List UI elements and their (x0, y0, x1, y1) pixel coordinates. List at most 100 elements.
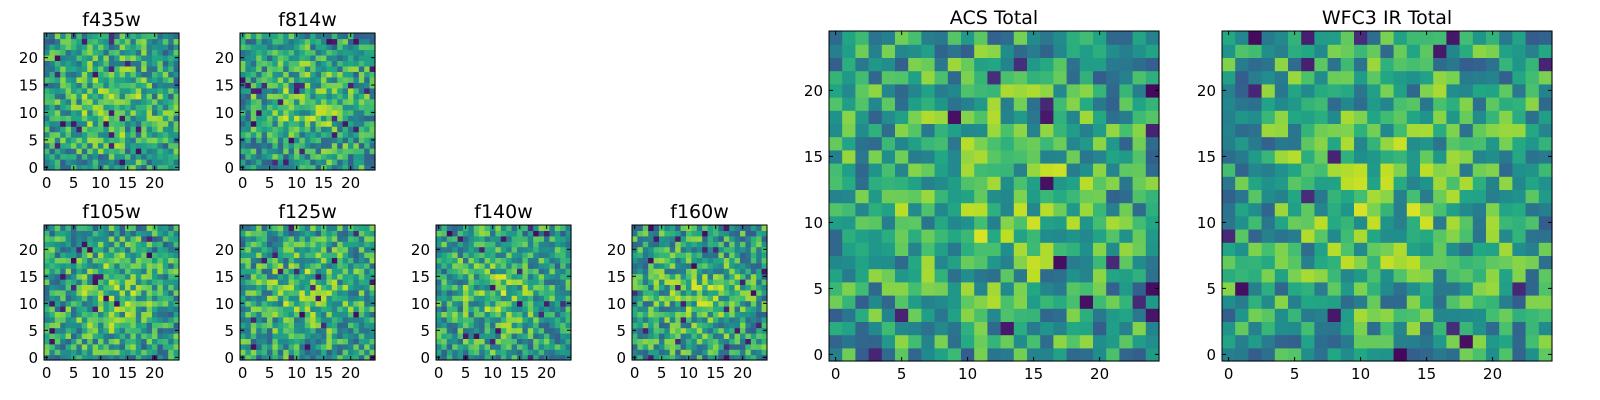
heatmap-cell (637, 349, 644, 356)
heatmap-cell (71, 338, 77, 345)
heatmap-cell (1027, 347, 1041, 362)
heatmap-cell (65, 65, 72, 72)
heatmap-cell (648, 300, 655, 307)
heatmap-cell (1119, 229, 1134, 243)
heatmap-cell (632, 311, 638, 318)
heatmap-cell (479, 316, 486, 323)
heatmap-cell (680, 306, 687, 312)
heatmap-cell (125, 300, 131, 307)
heatmap-cell (125, 241, 131, 248)
heatmap-cell (490, 262, 496, 269)
heatmap-cell (653, 235, 660, 242)
heatmap-cell (152, 343, 158, 350)
heatmap-cell (272, 148, 279, 155)
heatmap-cell (283, 148, 290, 155)
heatmap-cell (245, 311, 252, 318)
heatmap-cell (855, 202, 870, 217)
heatmap-cell (54, 279, 61, 285)
heatmap-cell (92, 343, 99, 350)
heatmap-cell (146, 289, 153, 296)
heatmap-cell (1027, 163, 1041, 177)
heatmap-cell (130, 284, 137, 291)
heatmap-cell (326, 82, 333, 89)
heatmap-cell (119, 230, 126, 237)
heatmap-cell (1433, 189, 1447, 204)
heatmap-cell (173, 43, 180, 51)
heatmap-cell (141, 279, 148, 285)
heatmap-cell (947, 281, 962, 296)
heatmap-cell (740, 333, 746, 339)
heatmap-cell (554, 225, 561, 231)
heatmap-cell (60, 322, 67, 329)
heatmap-cell (659, 333, 665, 339)
x-tick-label: 0 (831, 365, 841, 383)
heatmap-cell (162, 289, 169, 296)
heatmap-cell (173, 343, 180, 350)
heatmap-cell (522, 230, 529, 237)
heatmap-cell (326, 327, 333, 334)
heatmap-cell (337, 333, 344, 339)
heatmap-cell (65, 71, 72, 78)
heatmap-cell (337, 252, 344, 258)
heatmap-cell (1538, 176, 1553, 190)
heatmap-cell (664, 349, 671, 356)
heatmap-cell (277, 65, 284, 72)
heatmap-cell (98, 306, 104, 312)
heatmap-cell (315, 327, 322, 334)
heatmap-cell (490, 284, 496, 291)
heatmap-cell (648, 273, 655, 280)
heatmap-cell (1235, 176, 1249, 190)
heatmap-cell (1459, 281, 1474, 296)
heatmap-cell (342, 225, 349, 231)
heatmap-cell (1314, 163, 1329, 177)
heatmap-cell (315, 43, 322, 51)
heatmap-cell (245, 300, 252, 307)
heatmap-cell (713, 257, 719, 264)
heatmap-cell (441, 273, 448, 280)
heatmap-cell (44, 153, 50, 160)
heatmap-cell (713, 295, 719, 302)
heatmap-cell (527, 252, 534, 258)
heatmap-cell (511, 246, 518, 253)
heatmap-cell (331, 284, 338, 291)
heatmap-cell (49, 246, 56, 253)
heatmap-cell (358, 257, 365, 264)
heatmap-cell (1367, 255, 1381, 270)
heatmap-cell (146, 279, 153, 285)
heatmap-cell (680, 225, 687, 231)
heatmap-cell (87, 354, 94, 361)
heatmap-cell (315, 71, 322, 78)
heatmap-cell (173, 349, 180, 356)
heatmap-cell (446, 306, 453, 312)
heatmap-cell (326, 273, 333, 280)
heatmap-cell (436, 235, 442, 242)
heatmap-cell (71, 65, 77, 72)
heatmap-cell (675, 230, 682, 237)
heatmap-cell (146, 60, 153, 67)
heatmap-cell (664, 311, 671, 318)
heatmap-cell (1222, 149, 1236, 164)
heatmap-cell (245, 153, 252, 160)
heatmap-cell (261, 109, 268, 116)
heatmap-cell (342, 43, 349, 51)
heatmap-cell (135, 76, 142, 83)
heatmap-cell (272, 49, 279, 56)
heatmap-cell (44, 252, 50, 258)
heatmap-cell (1354, 347, 1368, 362)
heatmap-cell (987, 321, 1002, 336)
heatmap-cell (267, 142, 273, 149)
heatmap-cell (1340, 321, 1355, 336)
heatmap-cell (1406, 347, 1421, 362)
heatmap-cell (277, 230, 284, 237)
heatmap-cell (108, 54, 115, 61)
heatmap-cell (718, 225, 725, 231)
heatmap-cell (294, 311, 300, 318)
heatmap-cell (92, 87, 99, 94)
heatmap-cell (87, 235, 94, 242)
heatmap-cell (98, 131, 104, 138)
y-tick-label: 10 (411, 295, 430, 313)
heatmap-cell (326, 252, 333, 258)
heatmap-cell (157, 354, 164, 361)
heatmap-cell (1093, 242, 1107, 256)
heatmap-cell (1013, 281, 1028, 296)
